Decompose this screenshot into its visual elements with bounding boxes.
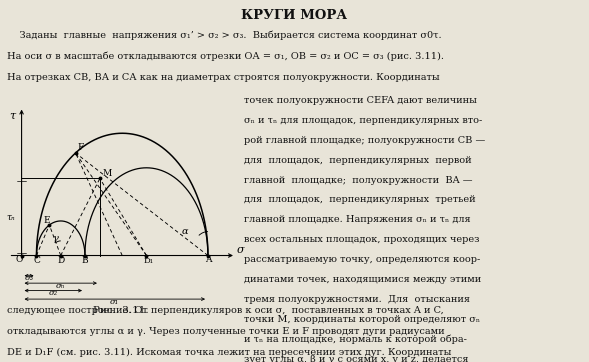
Text: КРУГИ МОРА: КРУГИ МОРА	[241, 9, 348, 22]
Text: точки M, координаты которой определяют σₙ: точки M, координаты которой определяют σ…	[244, 315, 481, 324]
Text: тремя полуокружностями.  Для  отыскания: тремя полуокружностями. Для отыскания	[244, 295, 471, 304]
Text: γ: γ	[52, 233, 58, 243]
Text: B: B	[82, 256, 88, 265]
Text: τₙ: τₙ	[7, 212, 15, 222]
Text: α: α	[182, 227, 188, 236]
Text: σₙ и τₙ для площадок, перпендикулярных вто-: σₙ и τₙ для площадок, перпендикулярных в…	[244, 116, 482, 125]
Text: E: E	[44, 216, 51, 226]
Text: O: O	[16, 255, 23, 264]
Text: для  площадок,  перпендикулярных  третьей: для площадок, перпендикулярных третьей	[244, 195, 476, 205]
Text: D₁: D₁	[143, 257, 153, 265]
Text: На оси σ в масштабе откладываются отрезки ОА = σ₁, ОВ = σ₂ и ОС = σ₃ (рис. 3.11): На оси σ в масштабе откладываются отрезк…	[7, 52, 444, 61]
Text: для  площадок,  перпендикулярных  первой: для площадок, перпендикулярных первой	[244, 156, 472, 165]
Text: σ: σ	[237, 245, 244, 255]
Text: Рис.  3.11.: Рис. 3.11.	[93, 306, 148, 315]
Text: τ: τ	[9, 111, 16, 121]
Text: Заданы  главные  напряжения σ₁’ > σ₂ > σ₃.  Выбирается система координат σ0τ.: Заданы главные напряжения σ₁’ > σ₂ > σ₃.…	[7, 31, 442, 40]
Text: D: D	[57, 256, 64, 265]
Text: динатами точек, находящимися между этими: динатами точек, находящимися между этими	[244, 275, 482, 284]
Text: следующее построение. От перпендикуляров к оси σ,  поставленных в точках A и C,: следующее построение. От перпендикуляров…	[7, 306, 444, 315]
Text: M: M	[102, 169, 111, 178]
Text: зует углы α, β и γ с осями x, y и z, делается: зует углы α, β и γ с осями x, y и z, дел…	[244, 355, 469, 362]
Text: σₙ: σₙ	[56, 282, 65, 290]
Text: точек полуокружности CEFA дают величины: точек полуокружности CEFA дают величины	[244, 96, 477, 105]
Text: C: C	[33, 256, 40, 265]
Text: На отрезках СВ, ВА и СА как на диаметрах строятся полуокружности. Координаты: На отрезках СВ, ВА и СА как на диаметрах…	[7, 73, 440, 82]
Text: A: A	[205, 255, 211, 264]
Text: главной  площадке;  полуокружности  BA —: главной площадке; полуокружности BA —	[244, 176, 473, 185]
Text: DE и D₁F (см. рис. 3.11). Искомая точка лежит на пересечении этих дуг. Координат: DE и D₁F (см. рис. 3.11). Искомая точка …	[7, 348, 451, 357]
Text: и τₙ на площадке, нормаль к которой обра-: и τₙ на площадке, нормаль к которой обра…	[244, 335, 467, 344]
Text: откладываются углы α и γ. Через полученные точки E и F проводят дуги радиусами: откладываются углы α и γ. Через полученн…	[7, 327, 445, 336]
Text: главной площадке. Напряжения σₙ и τₙ для: главной площадке. Напряжения σₙ и τₙ для	[244, 215, 471, 224]
Text: σ₃: σ₃	[25, 274, 34, 282]
Text: F: F	[77, 143, 84, 152]
Text: σ₂: σ₂	[49, 289, 58, 297]
Text: рассматриваемую точку, определяются коор-: рассматриваемую точку, определяются коор…	[244, 255, 481, 264]
Text: всех остальных площадок, проходящих через: всех остальных площадок, проходящих чере…	[244, 235, 480, 244]
Text: рой главной площадке; полуокружности CB —: рой главной площадке; полуокружности CB …	[244, 136, 486, 145]
Text: σ₁: σ₁	[110, 298, 120, 306]
